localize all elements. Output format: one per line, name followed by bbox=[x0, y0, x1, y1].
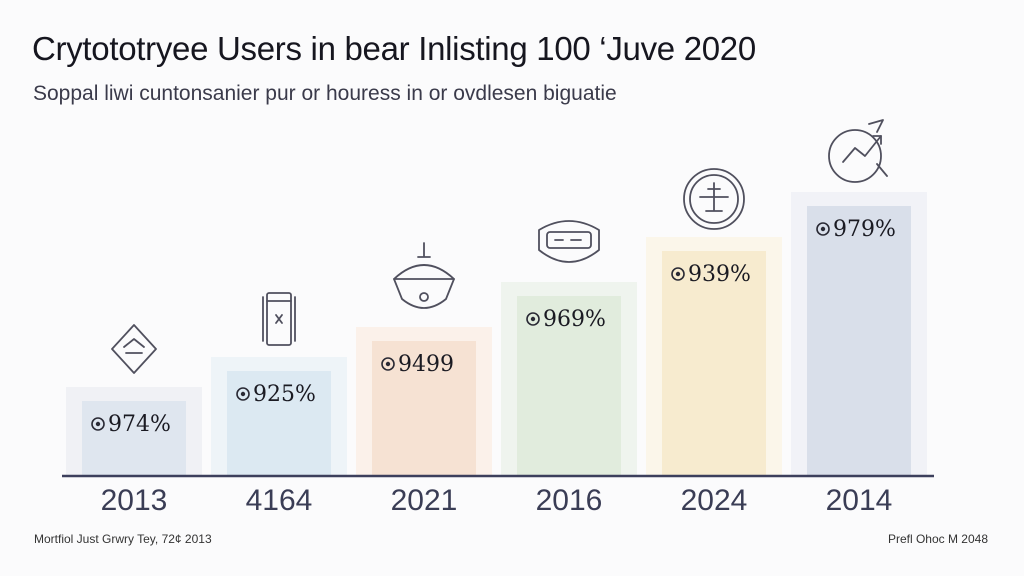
bar-value-label: 974% bbox=[108, 412, 171, 437]
ticket-icon bbox=[538, 220, 600, 263]
bar-group: 969% bbox=[501, 220, 637, 476]
chart-title: Crytototryee Users in bear Inlisting 100… bbox=[32, 30, 756, 67]
value-label-glyph bbox=[381, 357, 395, 371]
diamond-icon bbox=[111, 324, 157, 374]
x-tick-label: 2024 bbox=[681, 484, 748, 517]
bar-value-label: 969% bbox=[543, 307, 606, 332]
growth-badge-icon bbox=[828, 119, 888, 183]
value-label-glyph bbox=[236, 387, 250, 401]
bar bbox=[662, 251, 766, 476]
value-label-glyph bbox=[671, 267, 685, 281]
x-tick-label: 2013 bbox=[101, 484, 168, 517]
x-tick-label: 2016 bbox=[536, 484, 603, 517]
value-label-glyph bbox=[526, 312, 540, 326]
footer-source: Mortfiol Just Grwry Tey, 72¢ 2013 bbox=[34, 532, 212, 546]
bar-value-label: 925% bbox=[253, 382, 316, 407]
bar-value-label: 9499 bbox=[398, 352, 454, 377]
bar-group: 974% bbox=[66, 324, 202, 476]
bar-group: 925% bbox=[211, 292, 347, 476]
chart-subtitle: Soppal liwi cuntonsanier pur or houress … bbox=[33, 82, 617, 105]
value-label-glyph bbox=[816, 222, 830, 236]
x-tick-label: 2021 bbox=[391, 484, 458, 517]
value-label-glyph bbox=[91, 417, 105, 431]
bar-group: 979% bbox=[791, 119, 927, 476]
document-icon bbox=[262, 292, 296, 346]
bar-group: 939% bbox=[646, 168, 782, 476]
bar-value-label: 979% bbox=[833, 217, 896, 242]
bar bbox=[82, 401, 186, 476]
plane-badge-icon bbox=[683, 168, 745, 230]
x-tick-label: 2014 bbox=[826, 484, 893, 517]
footer-credit: Prefl Ohoc M 2048 bbox=[887, 532, 988, 546]
bar-group: 9499 bbox=[356, 242, 492, 476]
bar-value-label: 939% bbox=[688, 262, 751, 287]
boat-icon bbox=[393, 242, 455, 309]
bar bbox=[517, 296, 621, 476]
bar bbox=[807, 206, 911, 476]
x-tick-label: 4164 bbox=[246, 484, 313, 517]
